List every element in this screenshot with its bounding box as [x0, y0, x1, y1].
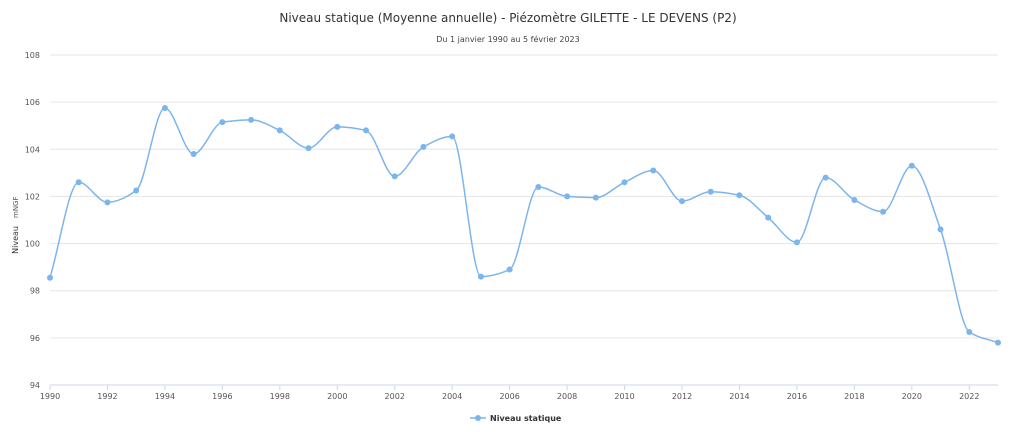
data-point[interactable] — [966, 328, 973, 335]
x-tick-label: 2006 — [499, 392, 519, 401]
data-point[interactable] — [650, 167, 657, 174]
x-tick-label: 2000 — [327, 392, 347, 401]
data-point[interactable] — [679, 198, 685, 205]
y-tick-label: 104 — [25, 145, 40, 154]
y-axis-unit: mNGF — [12, 196, 20, 218]
data-point[interactable] — [161, 105, 168, 112]
data-point[interactable] — [995, 339, 1001, 346]
data-point[interactable] — [851, 196, 858, 203]
series-line-niveau-statique — [49, 107, 999, 344]
x-tick-label: 1994 — [155, 392, 175, 401]
data-point[interactable] — [707, 188, 714, 195]
y-tick-label: 98 — [30, 287, 40, 296]
data-point[interactable] — [47, 274, 53, 281]
data-point[interactable] — [75, 179, 82, 186]
x-tick-label: 2016 — [787, 392, 807, 401]
y-axis-ticks: 94 96 98 100 102 104 106 108 — [25, 51, 40, 390]
x-tick-label: 2010 — [614, 392, 634, 401]
data-point[interactable] — [765, 214, 772, 221]
y-tick-label: 96 — [30, 334, 40, 343]
x-tick-label: 1996 — [212, 392, 232, 401]
chart-subtitle: Du 1 janvier 1990 au 5 février 2023 — [436, 34, 579, 44]
x-tick-label: 2004 — [442, 392, 462, 401]
data-point[interactable] — [564, 193, 571, 200]
data-point[interactable] — [736, 192, 743, 199]
grid-lines — [50, 54, 998, 386]
data-point[interactable] — [305, 145, 312, 152]
data-point[interactable] — [420, 143, 427, 150]
legend-marker-symbol — [475, 415, 481, 421]
data-point[interactable] — [592, 194, 599, 201]
data-point[interactable] — [133, 187, 140, 194]
data-point[interactable] — [219, 119, 226, 126]
x-tick-label: 1990 — [40, 392, 60, 401]
data-point[interactable] — [276, 127, 283, 134]
data-point[interactable] — [334, 123, 341, 130]
x-tick-label: 2020 — [902, 392, 922, 401]
y-tick-label: 100 — [25, 240, 40, 249]
data-point[interactable] — [535, 184, 542, 190]
x-tick-label: 1992 — [97, 392, 117, 401]
data-point[interactable] — [793, 239, 800, 246]
data-point[interactable] — [449, 133, 456, 140]
x-tick-label: 2022 — [959, 392, 979, 401]
data-point[interactable] — [506, 266, 513, 273]
data-point[interactable] — [621, 179, 628, 186]
x-tick-label: 2012 — [672, 392, 692, 401]
y-axis-title: Niveau — [11, 226, 20, 254]
data-point[interactable] — [908, 162, 915, 169]
series-group — [47, 105, 1001, 346]
x-tick-label: 2014 — [729, 392, 749, 401]
data-point[interactable] — [363, 127, 369, 134]
data-point[interactable] — [248, 116, 255, 123]
x-tick-label: 2008 — [557, 392, 577, 401]
data-point[interactable] — [477, 273, 484, 280]
data-point[interactable] — [104, 199, 111, 206]
legend-item-niveau-statique[interactable]: Niveau statique — [490, 414, 562, 423]
x-tick-label: 1998 — [270, 392, 290, 401]
y-tick-label: 106 — [25, 98, 40, 107]
y-tick-label: 108 — [25, 51, 40, 60]
chart-title: Niveau statique (Moyenne annuelle) - Pié… — [279, 11, 736, 25]
data-point[interactable] — [880, 208, 887, 215]
x-tick-label: 2018 — [844, 392, 864, 401]
y-tick-label: 102 — [25, 192, 40, 201]
x-tick-label: 2002 — [385, 392, 405, 401]
legend[interactable]: Niveau statique — [470, 414, 562, 423]
data-point[interactable] — [391, 173, 398, 180]
data-point[interactable] — [937, 226, 944, 233]
y-axis-title-group: Niveau mNGF — [11, 196, 20, 253]
data-point[interactable] — [822, 174, 829, 181]
x-axis-ticks: 1990 1992 1994 1996 1998 2000 2002 2004 2006 2008… — [40, 384, 998, 401]
data-point[interactable] — [190, 151, 197, 157]
y-tick-label: 94 — [30, 381, 40, 390]
